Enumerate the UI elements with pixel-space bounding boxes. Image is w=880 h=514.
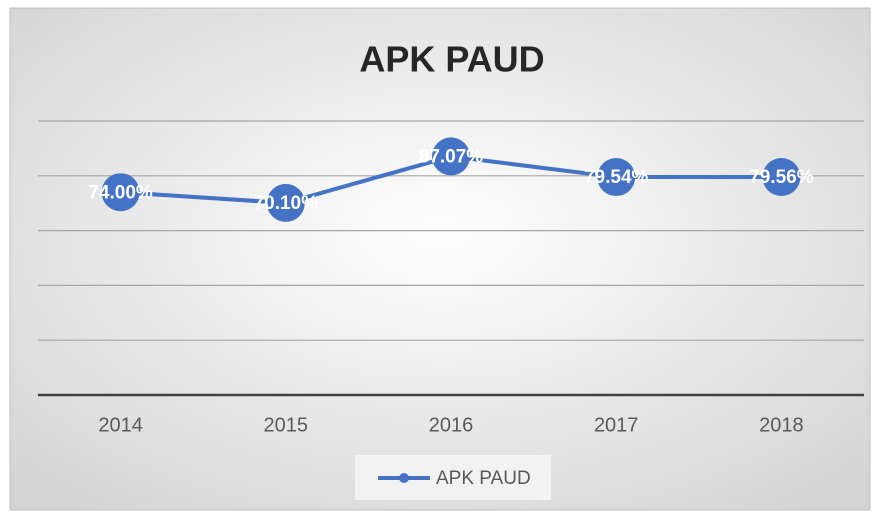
marker: [101, 173, 140, 212]
marker: [597, 158, 636, 197]
x-tick-label: 2014: [98, 414, 143, 436]
marker: [432, 137, 470, 176]
data-label: 70.10%: [254, 193, 319, 214]
chart-title: APK PAUD: [359, 39, 544, 80]
data-label: 74.00%: [88, 182, 153, 203]
x-tick-label: 2018: [759, 414, 804, 436]
x-tick-label: 2015: [264, 414, 309, 436]
marker: [762, 158, 801, 197]
x-tick-label: 2017: [594, 414, 639, 436]
marker: [266, 183, 305, 222]
data-label: 79.54%: [584, 167, 649, 188]
data-label: 79.56%: [749, 167, 814, 188]
x-tick-label: 2016: [429, 414, 474, 436]
legend-marker: [399, 473, 409, 483]
data-label: 87.07%: [419, 146, 484, 167]
chart-frame: [9, 7, 871, 511]
legend-label: APK PAUD: [436, 468, 531, 489]
